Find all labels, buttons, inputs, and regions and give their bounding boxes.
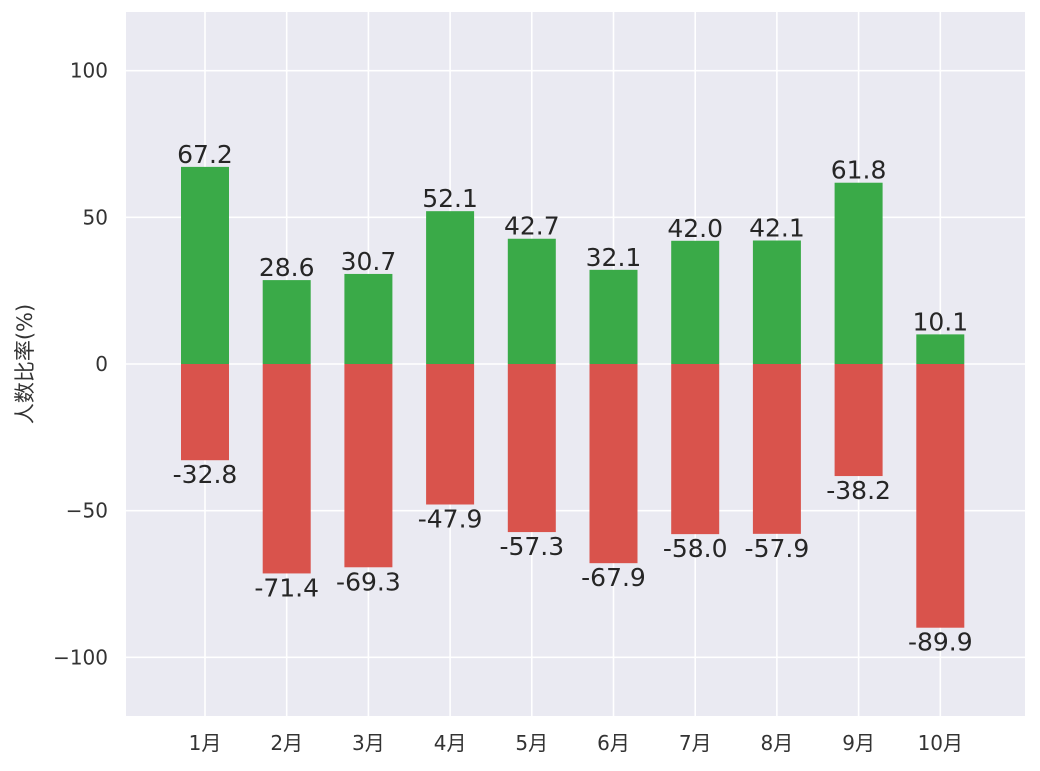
x-tick-label: 8月 xyxy=(761,731,794,755)
positive-bar-1 xyxy=(181,166,229,364)
positive-bar-4 xyxy=(426,211,475,364)
positive-value-label-3: 30.7 xyxy=(341,247,397,276)
x-tick-label: 9月 xyxy=(842,731,875,755)
negative-value-label-2: -71.4 xyxy=(254,573,319,602)
negative-bar-8 xyxy=(752,364,801,534)
y-axis-label: 人数比率(%) xyxy=(13,304,37,424)
negative-bar-4 xyxy=(426,364,475,505)
x-tick-label: 2月 xyxy=(270,731,303,755)
y-tick-label: 100 xyxy=(70,59,108,83)
positive-bar-8 xyxy=(752,240,801,364)
negative-bar-9 xyxy=(834,364,883,477)
y-tick-label: 0 xyxy=(95,352,108,376)
negative-value-label-6: -67.9 xyxy=(581,563,646,592)
positive-bar-3 xyxy=(344,273,393,364)
positive-value-label-1: 67.2 xyxy=(177,140,233,169)
x-tick-label: 5月 xyxy=(515,731,548,755)
x-tick-label: 10月 xyxy=(918,731,963,755)
x-tick-label: 7月 xyxy=(679,731,712,755)
positive-bar-2 xyxy=(262,280,311,364)
positive-value-label-10: 10.1 xyxy=(912,307,968,336)
positive-value-label-4: 52.1 xyxy=(422,184,478,213)
negative-bar-5 xyxy=(507,364,556,533)
bars xyxy=(181,166,965,628)
positive-bar-7 xyxy=(671,240,720,364)
y-tick-label: 50 xyxy=(83,205,108,229)
x-axis-ticks: 1月 2月 3月 4月 5月 6月 7月 8月 9月 10月 xyxy=(189,731,963,755)
negative-value-label-9: -38.2 xyxy=(826,476,891,505)
negative-value-label-5: -57.3 xyxy=(499,532,564,561)
negative-value-label-8: -57.9 xyxy=(745,534,810,563)
value-labels: 67.2 28.6 30.7 52.1 42.7 32.1 42.0 42.1 61.8 10.1… xyxy=(173,140,973,657)
negative-value-label-3: -69.3 xyxy=(336,567,401,596)
negative-value-label-1: -32.8 xyxy=(173,460,238,489)
positive-bar-6 xyxy=(589,269,638,364)
negative-value-label-4: -47.9 xyxy=(418,505,483,534)
negative-bar-10 xyxy=(916,364,965,628)
negative-value-label-7: -58.0 xyxy=(663,534,728,563)
y-tick-label: −50 xyxy=(66,499,108,523)
positive-value-label-2: 28.6 xyxy=(259,253,315,282)
positive-value-label-5: 42.7 xyxy=(504,212,560,241)
x-tick-label: 6月 xyxy=(597,731,630,755)
y-tick-label: −100 xyxy=(53,645,108,669)
x-tick-label: 3月 xyxy=(352,731,385,755)
negative-bar-7 xyxy=(671,364,720,535)
negative-bar-1 xyxy=(181,364,229,461)
negative-bar-3 xyxy=(344,364,393,568)
positive-bar-10 xyxy=(916,334,965,364)
positive-value-label-9: 61.8 xyxy=(831,156,887,185)
y-axis-ticks: 100 50 0 −50 −100 xyxy=(53,59,108,670)
negative-value-label-10: -89.9 xyxy=(908,628,973,657)
negative-bar-6 xyxy=(589,364,638,564)
positive-value-label-8: 42.1 xyxy=(749,214,805,243)
positive-value-label-7: 42.0 xyxy=(667,214,723,243)
negative-bar-2 xyxy=(262,364,311,574)
x-tick-label: 4月 xyxy=(434,731,467,755)
positive-bar-9 xyxy=(834,182,883,364)
positive-bar-5 xyxy=(507,238,556,364)
x-tick-label: 1月 xyxy=(189,731,222,755)
positive-value-label-6: 32.1 xyxy=(586,243,642,272)
